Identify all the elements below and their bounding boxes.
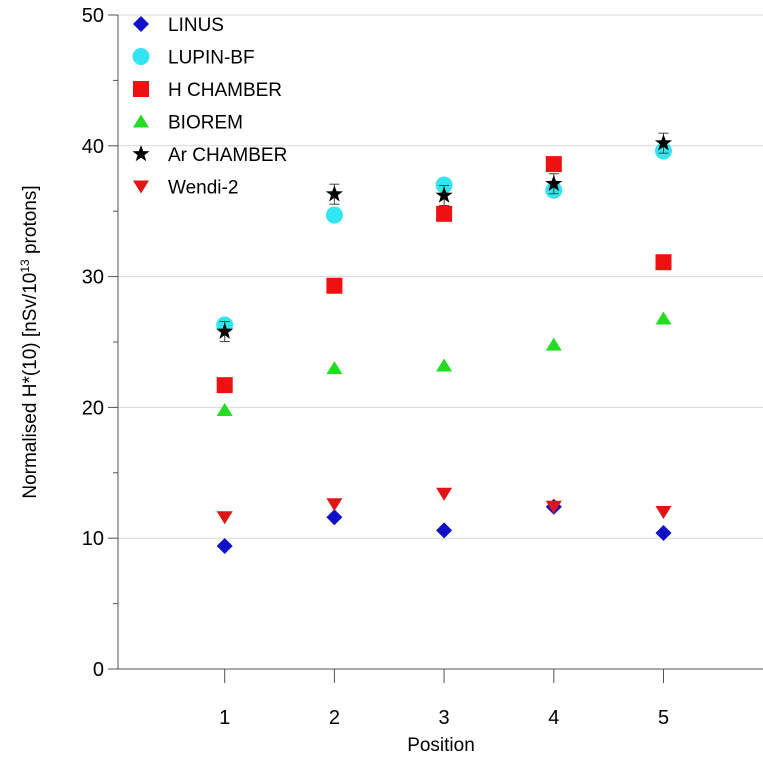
- point-h-chamber: [216, 377, 233, 394]
- point-wendi-2: [326, 498, 343, 512]
- x-tick-label: 3: [439, 707, 450, 729]
- point-wendi-2: [545, 500, 562, 514]
- point-wendi-2: [655, 506, 672, 520]
- point-wendi-2: [436, 487, 453, 501]
- point-linus: [655, 524, 672, 541]
- point-biorem: [326, 361, 343, 375]
- x-tick-label: 1: [219, 707, 230, 729]
- point-linus: [326, 509, 343, 526]
- point-wendi-2: [216, 511, 233, 525]
- data-points: [216, 132, 673, 555]
- legend: LINUS LUPIN-BF H CHAMBER BIOREM Ar CHAMBER We…: [132, 15, 287, 199]
- point-biorem: [545, 337, 562, 351]
- legend-marker-ar-chamber: [132, 145, 150, 162]
- legend-label-lupin-bf: LUPIN-BF: [168, 48, 255, 69]
- legend-marker-wendi-2: [133, 180, 149, 194]
- point-biorem: [655, 311, 672, 325]
- point-biorem: [216, 403, 233, 417]
- y-axis-title-exponent: 13: [18, 259, 32, 273]
- legend-marker-h-chamber: [133, 81, 149, 97]
- point-linus: [436, 522, 453, 539]
- legend-marker-linus: [133, 16, 149, 32]
- point-lupin-bf: [325, 206, 343, 224]
- legend-marker-biorem: [133, 114, 149, 128]
- point-h-chamber: [326, 277, 343, 294]
- point-ar-chamber: [325, 185, 343, 202]
- y-tick-label: 30: [82, 267, 104, 289]
- y-tick-label: 10: [82, 528, 104, 550]
- point-ar-chamber: [435, 186, 453, 203]
- x-tick-label: 2: [329, 707, 340, 729]
- point-ar-chamber: [545, 174, 563, 192]
- y-tick-label: 20: [82, 397, 104, 419]
- point-biorem: [436, 358, 453, 372]
- legend-marker-lupin-bf: [132, 48, 150, 65]
- point-h-chamber: [545, 156, 562, 173]
- x-tick-label: 4: [548, 707, 559, 729]
- point-ar-chamber: [654, 134, 673, 151]
- point-linus: [216, 538, 233, 555]
- legend-label-ar-chamber: Ar CHAMBER: [168, 145, 287, 166]
- y-axis-title-prefix: Normalised H*(10) [nSv/10: [20, 273, 41, 499]
- x-tick-label: 5: [658, 707, 669, 729]
- point-h-chamber: [436, 205, 453, 222]
- legend-label-wendi-2: Wendi-2: [168, 178, 238, 199]
- y-tick-label: 40: [82, 136, 104, 158]
- legend-label-h-chamber: H CHAMBER: [168, 80, 282, 101]
- legend-label-biorem: BIOREM: [168, 113, 243, 134]
- axis-ticks: 0 10 20 30 40 50 1 2 3 4 5: [82, 5, 669, 729]
- y-tick-label: 0: [93, 659, 104, 681]
- y-tick-label: 50: [82, 5, 104, 27]
- point-ar-chamber: [216, 322, 234, 339]
- legend-label-linus: LINUS: [168, 15, 224, 36]
- y-axis-title: Normalised H*(10) [nSv/1013 protons]: [18, 185, 41, 498]
- point-h-chamber: [655, 254, 672, 271]
- x-axis-title: Position: [407, 735, 475, 756]
- y-axis-title-suffix: protons]: [20, 185, 41, 259]
